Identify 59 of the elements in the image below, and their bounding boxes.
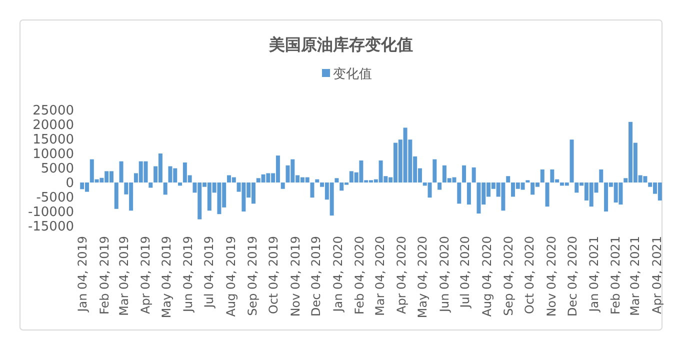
x-tick-label: Jul 04, 2019: [202, 236, 216, 309]
bar: [506, 176, 510, 182]
bar: [315, 179, 320, 182]
bar: [114, 182, 118, 209]
y-tick-label: -10000: [28, 205, 74, 220]
x-tick-label: Apr 04, 2020: [394, 236, 409, 314]
x-tick-label: Apr 04, 2019: [138, 236, 153, 314]
y-tick-label: -5000: [36, 190, 74, 206]
x-tick-label: Dec 04, 2019: [309, 236, 324, 316]
x-tick-label: Feb 04, 2020: [352, 236, 367, 314]
x-tick-label: May 04, 2020: [416, 236, 430, 318]
y-tick-label: 0: [66, 176, 74, 191]
x-tick-label: Nov 04, 2020: [544, 236, 558, 317]
bar: [540, 169, 544, 182]
bar: [545, 182, 550, 207]
x-tick-label: Oct 04, 2020: [522, 236, 537, 314]
x-tick-label: Jun 04, 2020: [437, 236, 452, 314]
x-tick-label: Sep 04, 2019: [246, 236, 260, 316]
x-tick-label: Feb 04, 2019: [97, 236, 112, 314]
x-tick-label: May 04, 2019: [160, 236, 174, 318]
y-tick-label: 20000: [32, 118, 74, 133]
bar: [163, 182, 168, 195]
x-tick-label: Aug 04, 2019: [224, 236, 238, 317]
bar: [570, 140, 574, 182]
legend-label: 变化值: [333, 67, 372, 82]
y-tick-label: 25000: [32, 104, 74, 118]
y-tick-label: 10000: [32, 147, 74, 162]
bar: [432, 159, 437, 182]
y-tick-label: 15000: [32, 132, 74, 148]
y-tick-label: 5000: [40, 162, 74, 176]
x-tick-label: Jul 04, 2020: [458, 236, 472, 309]
bar: [462, 165, 466, 182]
x-tick-label: Jan 04, 2019: [76, 236, 90, 313]
x-tick-label: Oct 04, 2019: [266, 236, 281, 314]
y-tick-label: -15000: [28, 220, 74, 234]
x-tick-label: Aug 04, 2020: [480, 236, 494, 317]
bar: [334, 178, 339, 182]
x-tick-label: Mar 04, 2020: [372, 236, 387, 316]
x-tick-label: Dec 04, 2020: [565, 236, 580, 316]
bar: [438, 182, 442, 190]
bar: [472, 167, 476, 182]
x-tick-label: Feb 04, 2021: [608, 236, 623, 314]
x-tick-label: Apr 04, 2021: [650, 236, 664, 314]
x-tick-label: Jan 04, 2021: [586, 236, 601, 313]
bar: [148, 182, 153, 188]
bar: [310, 182, 314, 198]
bar: [466, 182, 471, 205]
bar: [457, 182, 462, 204]
bar: [280, 182, 285, 189]
x-tick-label: Nov 04, 2019: [288, 236, 302, 317]
bar: [119, 161, 124, 182]
bar: [178, 182, 182, 186]
chart-title: 美国原油库存变化值: [268, 35, 413, 54]
x-tick-label: Jan 04, 2020: [330, 236, 345, 313]
x-tick-label: Mar 04, 2021: [628, 236, 642, 316]
bar: [599, 169, 604, 182]
x-tick-label: Mar 04, 2019: [116, 236, 131, 316]
x-tick-label: Jun 04, 2019: [181, 236, 196, 314]
x-tick-label: Sep 04, 2020: [502, 236, 516, 316]
